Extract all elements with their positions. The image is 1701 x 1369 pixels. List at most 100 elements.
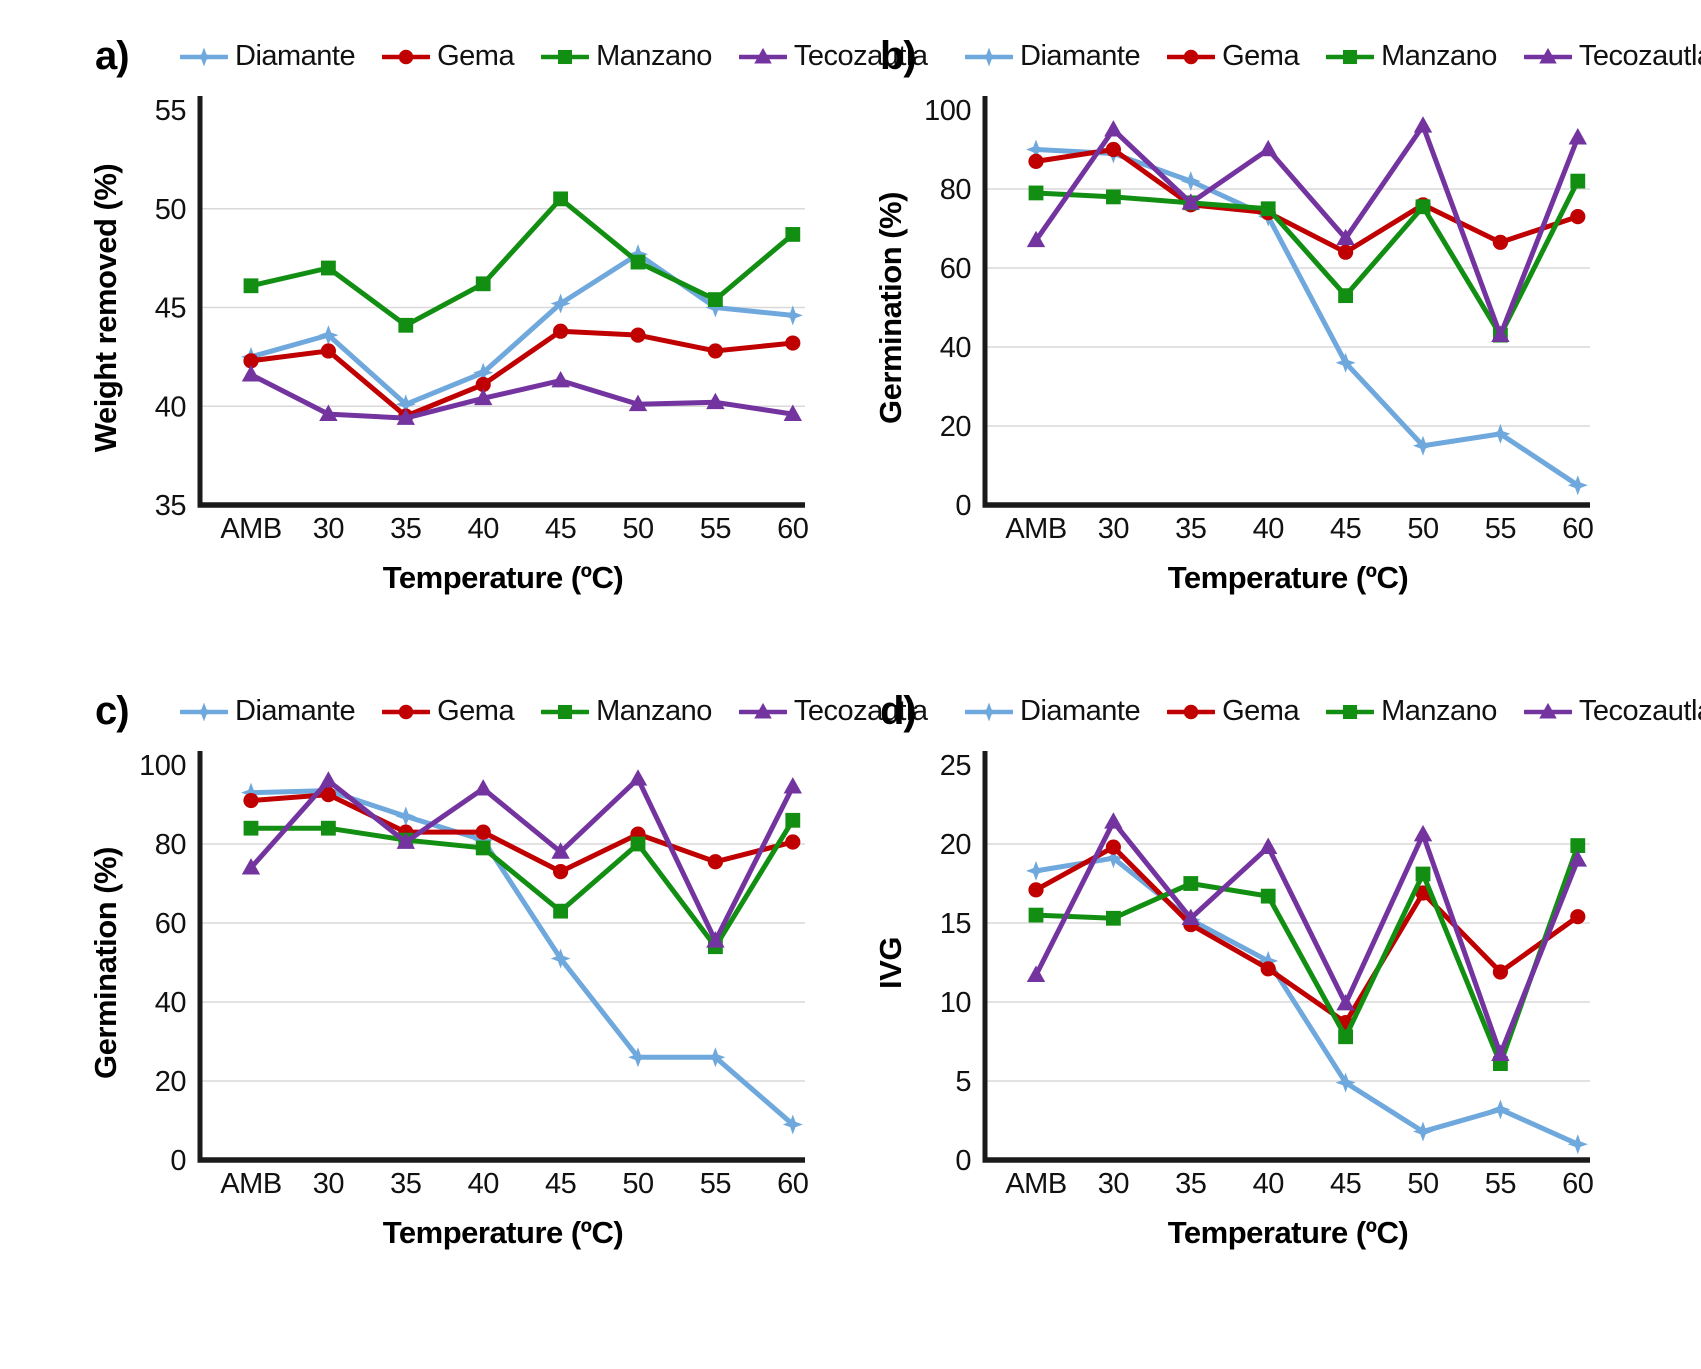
legend-label: Gema (1222, 695, 1300, 727)
data-point-marker (1338, 288, 1353, 304)
y-tick-label: 35 (155, 490, 186, 522)
legend-item-gema: Gema (1167, 695, 1300, 728)
data-point-marker (785, 812, 801, 828)
x-tick-label: 50 (1407, 1168, 1438, 1200)
data-point-marker (475, 276, 491, 292)
data-point-marker (1180, 171, 1201, 192)
y-tick-label: 20 (940, 411, 971, 443)
data-point-marker (1413, 435, 1433, 456)
y-tick-label: 0 (955, 490, 971, 522)
data-point-marker (1570, 173, 1586, 189)
data-point-marker (320, 343, 336, 359)
triangle-marker-icon (738, 702, 787, 718)
data-point-marker (243, 820, 259, 836)
panel-label: d) (880, 689, 917, 733)
data-point-marker (1259, 139, 1278, 157)
data-point-marker (1570, 209, 1586, 225)
line-chart: 35 40 45 50 55 AMB 30 35 40 45 50 55 60 (155, 95, 809, 545)
data-point-marker (628, 1047, 648, 1068)
x-tick-label: 40 (468, 513, 499, 545)
data-point-marker (318, 325, 339, 346)
data-point-marker (1570, 838, 1586, 853)
legend-label: Tecozautla (793, 40, 928, 72)
y-tick-label: 40 (155, 391, 186, 423)
x-axis-title: Temperature (ºC) (382, 1215, 624, 1250)
x-tick-label: 55 (1485, 1168, 1516, 1200)
legend-item-tecozautla: Tecozautla (1523, 695, 1701, 728)
data-point-marker (628, 394, 648, 412)
x-tick-label: 45 (1330, 1168, 1361, 1200)
data-point-marker (1490, 1099, 1511, 1120)
y-tick-label: 15 (940, 908, 971, 940)
y-tick-label: 60 (155, 908, 186, 940)
data-point-marker (1567, 475, 1588, 496)
triangle-marker-icon (1523, 702, 1572, 718)
panel-label: c) (95, 689, 130, 733)
data-point-marker (782, 1114, 803, 1135)
triangle-marker-icon (1523, 47, 1572, 63)
x-tick-label: 45 (545, 513, 576, 545)
data-point-marker (630, 836, 646, 852)
data-point-marker (628, 244, 648, 265)
series-line-manzano (1033, 178, 1581, 338)
x-tick-label: 40 (468, 1168, 499, 1200)
panel-label: b) (880, 34, 917, 78)
data-point-marker (473, 830, 494, 851)
legend-label: Diamante (235, 40, 356, 72)
data-point-marker (319, 404, 338, 421)
y-tick-label: 5 (955, 1066, 971, 1098)
series-line-diamante (248, 251, 796, 407)
x-tick-label: 35 (1175, 1168, 1206, 1200)
data-point-marker (630, 254, 646, 270)
data-point-marker (1260, 888, 1276, 904)
data-point-marker (783, 777, 802, 794)
data-point-marker (475, 824, 491, 840)
data-point-marker (241, 365, 261, 382)
data-point-marker (1026, 860, 1046, 881)
series-line-gema (1033, 844, 1581, 1026)
x-tick-label: 30 (313, 1168, 344, 1200)
data-point-marker (1415, 199, 1431, 215)
data-point-marker (1105, 839, 1121, 855)
x-tick-label: 45 (545, 1168, 576, 1200)
data-point-marker (628, 769, 648, 786)
circle-marker-icon (1167, 49, 1216, 64)
x-tick-label: 50 (622, 513, 653, 545)
legend-item-diamante: Diamante (180, 695, 356, 728)
data-point-marker (321, 260, 336, 276)
y-tick-label: 45 (155, 293, 186, 325)
legend-label: Tecozautla (793, 695, 928, 727)
x-tick-label: 50 (1407, 513, 1438, 545)
x-tick-label: 55 (700, 513, 731, 545)
legend-item-tecozautla: Tecozautla (738, 40, 928, 73)
data-point-marker (1259, 837, 1278, 854)
x-tick-label: 60 (777, 1168, 808, 1200)
line-chart: 0 20 40 60 80 100 AMB 30 35 40 45 50 55 60 (139, 750, 809, 1200)
x-tick-label: AMB (220, 1168, 281, 1200)
square-marker-icon (541, 704, 590, 719)
star4-marker-icon (180, 702, 228, 721)
data-point-marker (1570, 909, 1586, 925)
data-point-marker (1336, 228, 1355, 246)
square-marker-icon (1326, 704, 1375, 719)
legend-item-tecozautla: Tecozautla (738, 695, 928, 728)
y-tick-label: 0 (170, 1145, 186, 1177)
data-point-marker (1028, 185, 1044, 201)
panel-b: b) Diamante Gema Manzano Tecozautla Germina… (785, 0, 1701, 660)
data-point-marker (1335, 352, 1356, 373)
legend-label: Diamante (1020, 695, 1141, 727)
data-point-marker (1183, 876, 1199, 891)
data-point-marker (1028, 153, 1044, 169)
x-tick-label: 30 (1098, 1168, 1129, 1200)
data-point-marker (398, 317, 414, 333)
x-tick-label: AMB (1005, 513, 1066, 545)
y-tick-label: 80 (155, 829, 186, 861)
circle-marker-icon (1167, 704, 1216, 719)
data-point-marker (1181, 908, 1200, 926)
data-point-marker (553, 191, 568, 207)
legend: Diamante Gema Manzano Tecozautla (965, 40, 1701, 73)
series-line-diamante (248, 788, 796, 1127)
data-point-marker (553, 864, 569, 880)
data-point-marker (1028, 907, 1044, 923)
